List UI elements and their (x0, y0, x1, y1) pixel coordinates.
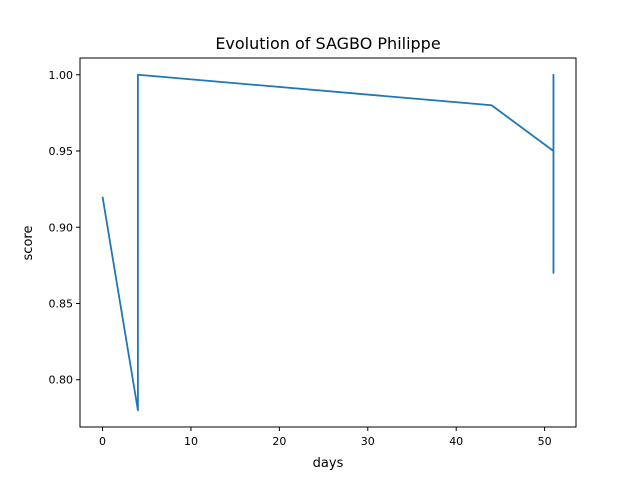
chart-title: Evolution of SAGBO Philippe (215, 34, 440, 53)
x-tick-label: 30 (361, 435, 375, 448)
score-series-line (101, 73, 555, 412)
x-tick-label: 10 (184, 435, 198, 448)
y-tick-label: 0.85 (49, 297, 74, 310)
plot-area (101, 73, 555, 412)
axis-ticks: 0 10 20 30 40 50 0.80 0.85 0.90 0.95 1.00 (49, 69, 552, 448)
y-tick-label: 0.80 (49, 374, 74, 387)
x-tick-label: 50 (538, 435, 552, 448)
x-axis-label: days (313, 456, 344, 471)
x-tick-label: 0 (99, 435, 106, 448)
y-tick-label: 1.00 (49, 69, 74, 82)
x-tick-label: 40 (449, 435, 463, 448)
x-tick-label: 20 (272, 435, 286, 448)
axes-frame (79, 57, 577, 428)
y-axis-label: score (21, 226, 36, 261)
y-tick-label: 0.95 (49, 145, 74, 158)
y-tick-label: 0.90 (49, 221, 74, 234)
